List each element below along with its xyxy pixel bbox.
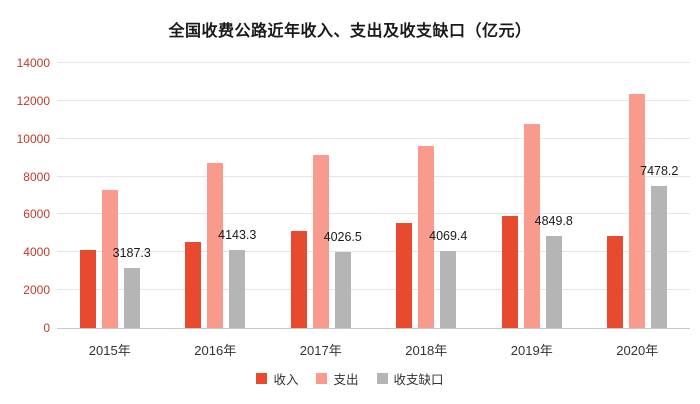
gridline [57,175,690,177]
gridline [57,213,690,215]
bar-income [79,250,96,328]
chart-title: 全国收费公路近年收入、支出及收支缺口（亿元） [168,23,532,40]
data-label-gap: 4026.5 [323,229,362,244]
y-axis-tick-label: 14000 [16,56,50,70]
legend-swatch-icon [256,373,268,384]
y-axis-tick-label: 6000 [23,207,50,222]
bar-income [501,215,518,328]
data-label-gap: 4143.3 [218,227,257,242]
gridline [57,137,690,139]
data-label-gap: 3187.3 [112,245,151,260]
y-axis-tick-label: 2000 [23,283,50,298]
y-axis-tick-label: 0 [43,321,50,335]
legend-label: 收入 [273,373,299,387]
x-axis-line [57,328,690,329]
bar-income [396,222,413,328]
x-axis-tick-label: 2018年 [405,343,448,358]
legend-item-gap: 收支缺口 [376,369,444,388]
y-axis: 0 2000 4000 6000 8000 10000 12000 14000 [6,56,50,335]
legend-item-expenditure: 支出 [316,369,359,388]
x-axis-tick-label: 2015年 [88,343,131,358]
legend-item-income: 收入 [256,369,298,388]
bar-expenditure [418,145,435,328]
data-label-gap: 4069.4 [429,228,468,243]
x-axis-tick-label: 2016年 [194,343,237,358]
plot-area: 3187.3 4143.3 4026.5 4069.4 4849.8 7478.2 [57,62,690,329]
x-axis-tick-label: 2020年 [616,343,659,358]
bar-gap [440,250,457,328]
legend-swatch-icon [376,373,388,384]
legend-label: 收支缺口 [393,373,444,387]
legend: 收入 支出 收支缺口 [0,369,700,388]
bar-gap [651,186,668,328]
data-label-gap: 7478.2 [640,164,679,179]
x-axis-tick-label: 2017年 [299,343,342,358]
bar-income [607,235,624,328]
gridline [57,251,690,253]
gridline [57,289,690,291]
bar-gap [123,267,140,328]
bar-income [185,241,202,328]
y-axis-tick-label: 10000 [16,131,50,146]
bar-expenditure [629,94,646,328]
y-axis-tick-label: 8000 [23,169,50,184]
bar-income [290,230,307,328]
bar-expenditure [312,154,329,328]
gridline [57,99,690,101]
data-label-gap: 4849.8 [534,214,573,229]
bar-gap [229,249,246,328]
y-axis-tick-label: 12000 [16,93,50,108]
y-axis-tick-label: 4000 [23,245,50,260]
bar-expenditure [523,123,540,328]
legend-swatch-icon [316,373,328,384]
legend-label: 支出 [333,373,359,387]
x-axis-tick-label: 2019年 [510,343,553,358]
x-axis: 2015年 2016年 2017年 2018年 2019年 2020年 [57,340,690,358]
bar-expenditure [207,163,224,328]
bar-expenditure [101,190,118,328]
bar-gap [545,236,562,328]
bar-gap [334,251,351,328]
gridline [57,62,690,63]
